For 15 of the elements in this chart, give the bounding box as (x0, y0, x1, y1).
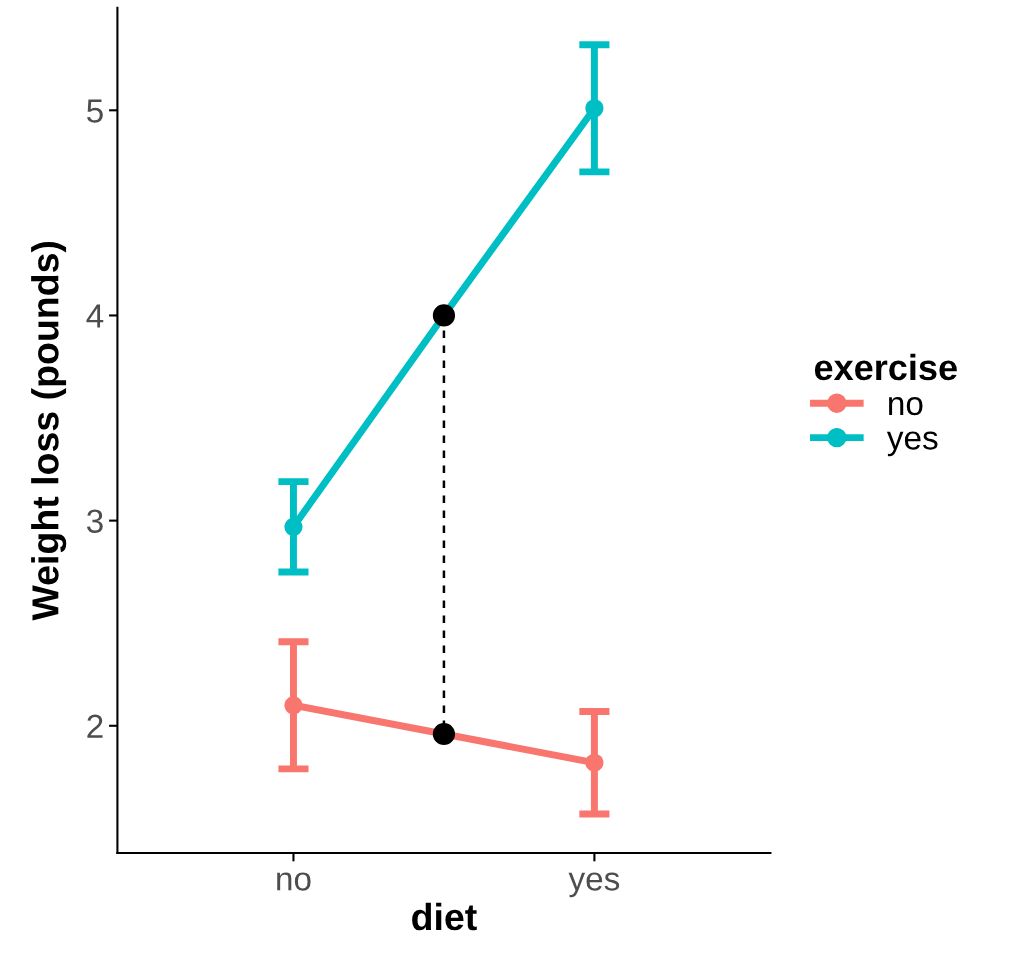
point (284, 696, 303, 715)
point (585, 753, 604, 772)
point (585, 99, 604, 118)
y-tick-label: 2 (87, 714, 103, 738)
point (284, 517, 303, 536)
legend-title: exercise (814, 353, 957, 381)
y-axis-title: Weight loss (pounds) (31, 241, 67, 621)
point (432, 722, 456, 746)
y-tick-label: 5 (87, 99, 103, 123)
x-axis-title: diet (412, 902, 477, 931)
y-tick-label: 3 (86, 509, 103, 534)
legend-label: yes (886, 431, 938, 457)
point (432, 304, 456, 327)
legend-label: no (889, 396, 923, 416)
y-tick-label: 4 (86, 304, 104, 328)
